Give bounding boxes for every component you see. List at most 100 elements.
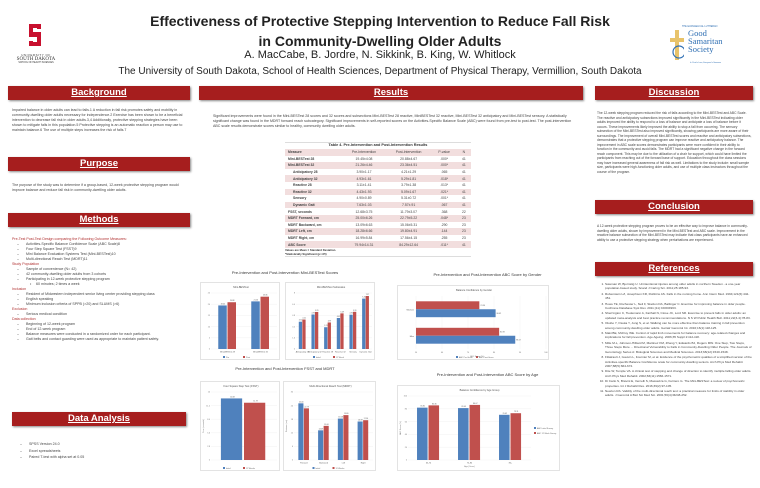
table-cell: .000* xyxy=(440,163,449,168)
legend-swatch xyxy=(534,432,536,434)
table-cell: 5.31±0.72 xyxy=(401,196,417,201)
data-label: 3.11 xyxy=(324,325,327,327)
bar xyxy=(298,321,303,349)
table-row: Reactive 32 4.43±1.93 5.09±1.67 .021* 41 xyxy=(285,188,471,196)
chart-title: Four Square Step Test (FSST) xyxy=(224,384,259,388)
table-row: MDRT Right, cm 16.99±5.84 17.56±4.15 .255 23 xyxy=(285,235,471,242)
inclusion-item: English speaking xyxy=(12,297,188,302)
tick-label: 20 xyxy=(208,304,211,306)
bar xyxy=(416,327,500,336)
figure-title: Pre-Intervention and Post-Intervention F… xyxy=(235,366,335,371)
table-cell: Dynamic Gait xyxy=(293,203,315,208)
authors: A. MacCabe, B. Jordre, N. Sikkink, B. Ki… xyxy=(244,49,516,61)
legend-label: ABC 12 Week Survey xyxy=(537,432,556,435)
data-label: 21.26 xyxy=(254,299,259,301)
analysis-item: SPSS Version 24.0 xyxy=(15,441,185,448)
tick-label: 30 xyxy=(291,392,294,394)
table-row: MDRT Forward, cm 25.00±6.26 22.79±5.22 .048… xyxy=(285,214,471,222)
tick-label: 100 xyxy=(404,396,408,398)
gs-logo-name3: Society xyxy=(688,44,714,54)
bar xyxy=(227,302,237,349)
table-cell: .018* xyxy=(440,176,449,181)
tick-label: 3.2 xyxy=(292,326,296,328)
table-cell: .011* xyxy=(440,242,448,247)
table-cell: 3.90±1.17 xyxy=(356,170,372,175)
table-cell: 41 xyxy=(462,189,466,194)
category-label: 75-84 xyxy=(467,463,473,465)
chart-fsst: Four Square Step Test (FSST) Initial 12 We… xyxy=(200,381,280,471)
exclusion-item: Serious medical condition xyxy=(12,312,188,317)
table-cell: FSST, seconds xyxy=(288,209,312,214)
reference-item: Mille M-L, Johnson-Hilliard M, Martinez … xyxy=(605,341,752,354)
bar xyxy=(324,327,328,349)
bar xyxy=(260,296,270,349)
gs-logo-name: Good Samaritan Society xyxy=(688,29,723,54)
tick-label: 60 xyxy=(405,421,408,423)
data-analysis-heading: Data Analysis xyxy=(12,412,186,426)
bar xyxy=(251,301,260,349)
data-label: 3.79 xyxy=(328,320,332,322)
table-cell: 23 xyxy=(462,216,466,221)
table-cell: MDRT Left, cm xyxy=(288,229,312,234)
data-label: 17.56 xyxy=(364,418,369,420)
bar xyxy=(218,305,227,349)
chart-subscales: Mini-BESTest Subscales Initial 12 Week 0 1.6… xyxy=(285,282,375,360)
category-label: Women xyxy=(407,309,415,311)
table-row: Anticipatory 28 3.90±1.17 4.21±1.29 .065 41 xyxy=(285,169,471,176)
measure-item: Mini Balance Evaluation Systems Test (Mi… xyxy=(12,252,188,257)
category-label: Sensory xyxy=(349,352,356,354)
tick-label: 14 xyxy=(208,392,211,394)
tick-label: 12 xyxy=(291,433,294,435)
chart-abc-gender: Balance Confidence by Gender ABC Pre-Scor… xyxy=(397,285,549,360)
chart-title: Mini-BESTest Subscales xyxy=(317,285,346,289)
table-cell: 79.94±14.31 xyxy=(354,242,374,247)
legend-label: ABC Initial Survey xyxy=(537,427,553,430)
category-label: Left xyxy=(342,462,346,465)
tick-label: 25 xyxy=(208,293,211,295)
usd-logo: UNIVERSITY OF SOUTH DAKOTA SCHOOL OF HEA… xyxy=(8,22,64,64)
tick-label: 0 xyxy=(209,460,211,462)
inclusion-label: Inclusion xyxy=(12,287,27,291)
tick-label: 90 xyxy=(519,352,522,354)
category-label: Mini-BESTest 28 xyxy=(220,351,236,354)
usd-logo-line1: UNIVERSITY OF xyxy=(21,53,51,57)
tick-label: 8 xyxy=(294,293,296,295)
legend-swatch xyxy=(223,467,225,469)
table-cell: 7.57±.91 xyxy=(402,203,416,208)
data-label: 85.36 xyxy=(432,403,437,405)
population-item: Sample of convenience (N= 42) xyxy=(12,267,188,272)
reference-item: Okubo Y, Osuka Y, Jung S, et al. Walking… xyxy=(605,321,752,330)
tick-label: 60 xyxy=(441,352,444,354)
tick-label: 5.6 xyxy=(207,433,211,435)
figure-title: Pre-Intervention and Post-Intervention A… xyxy=(433,272,542,277)
table-cell: 12.68±3.75 xyxy=(355,209,373,214)
bar xyxy=(337,418,343,460)
measure-item: Activities-Specific Balance Confidence S… xyxy=(12,242,188,247)
gs-logo-top: THE EVANGELICAL LUTHERAN xyxy=(682,25,718,28)
table-cell: 18.28±6.66 xyxy=(355,229,373,234)
gs-logo-tagline: In Christ's Love, Everyone Is Someone xyxy=(690,62,722,64)
bar xyxy=(220,398,243,460)
table-cell: .290 xyxy=(440,222,448,227)
bar xyxy=(416,301,480,310)
table-cell: .000* xyxy=(440,156,449,161)
usd-logo-line3: SCHOOL OF HEALTH SCIENCES xyxy=(18,62,54,64)
column-header: Pre-Intervention xyxy=(351,150,377,155)
table-cell: 22 xyxy=(462,209,466,214)
table-cell: .368 xyxy=(440,209,448,214)
table-row: ABC Score 79.94±14.31 84.29±12.64 .011* 41 xyxy=(285,241,471,248)
measure-item: Multi-directional Reach Test (MDRT)11 xyxy=(12,257,188,262)
discussion-text: The 12-week stepping program reduced the… xyxy=(597,111,752,174)
bar xyxy=(428,405,440,460)
bar xyxy=(303,408,309,460)
gs-logo-name2: Samaritan xyxy=(688,36,723,46)
bar xyxy=(323,425,329,460)
population-item: Participating in 12-week protective step… xyxy=(12,277,188,282)
discussion-heading: Discussion xyxy=(595,86,753,100)
data-label: 22.79 xyxy=(304,406,309,408)
results-table-wrap: Table 4. Pre-Intervention and Post-Inter… xyxy=(285,142,471,257)
population-item: 42 community-dwelling older adults from … xyxy=(12,272,188,277)
category-label: Forward xyxy=(300,463,307,465)
tick-label: 20 xyxy=(405,447,408,449)
reference-item: Dite W, Temple VA. A clinical test of st… xyxy=(605,369,752,378)
